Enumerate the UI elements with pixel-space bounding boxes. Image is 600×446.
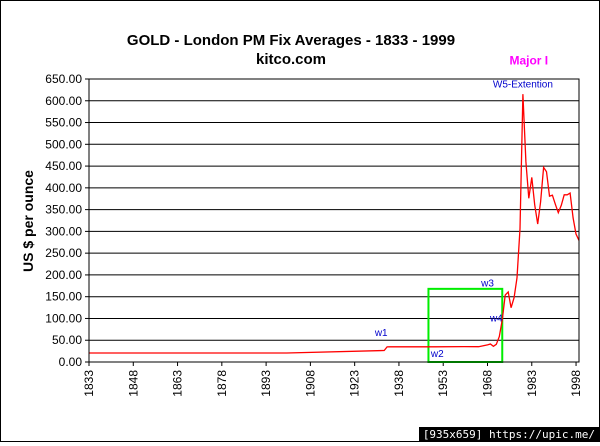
chart-subtitle: kitco.com [256, 51, 326, 68]
x-tick-label: 1893 [259, 370, 273, 397]
x-tick-label: 1863 [171, 370, 185, 397]
annotation-label: Major I [509, 54, 548, 68]
y-tick-label: 400.00 [45, 181, 82, 195]
series-layer [89, 94, 580, 354]
y-tick-label: 550.00 [45, 116, 82, 130]
annotation-label: W5-Extention [493, 80, 553, 91]
grid-lines [89, 78, 579, 363]
x-tick-label: 1908 [303, 370, 317, 397]
axes [88, 78, 580, 363]
y-tick-label: 600.00 [45, 94, 82, 108]
x-tick-label: 1938 [392, 370, 406, 397]
image-host-footer: [935x659] https://upic.me/ [418, 427, 599, 442]
x-tick-label: 1833 [82, 370, 96, 397]
annotation-label: w3 [480, 279, 494, 290]
annotation-label: w2 [430, 349, 444, 360]
annotation-label: w1 [374, 328, 388, 339]
annotation-label: w4 [489, 314, 503, 325]
y-axis-label: US $ per ounce [20, 170, 36, 272]
y-tick-label: 200.00 [45, 268, 82, 282]
plot-area-border [88, 78, 580, 363]
y-tick-label: 250.00 [45, 246, 82, 260]
y-axis-ticks: 0.00 50.00 100.00 150.00 200.00 250.00 300.00 3… [45, 72, 89, 369]
annotation-layer: Major I W5-Extention w1 w2 w3 w4 [374, 54, 553, 360]
x-tick-label: 1983 [525, 370, 539, 397]
y-tick-label: 350.00 [45, 203, 82, 217]
x-tick-label: 1878 [215, 370, 229, 397]
y-tick-label: 500.00 [45, 137, 82, 151]
x-tick-label: 1923 [348, 370, 362, 397]
y-tick-label: 650.00 [45, 72, 82, 86]
x-tick-label: 1848 [126, 370, 140, 397]
x-tick-label: 1953 [436, 370, 450, 397]
x-axis-ticks: 1833 1848 1863 1878 1893 1908 1923 1938 1953 1968… [82, 362, 583, 397]
series-line-gold [89, 94, 580, 354]
chart-title: GOLD - London PM Fix Averages - 1833 - 1… [127, 32, 455, 49]
y-tick-label: 450.00 [45, 159, 82, 173]
x-tick-label: 1968 [480, 370, 494, 397]
y-tick-label: 100.00 [45, 311, 82, 325]
y-tick-label: 300.00 [45, 224, 82, 238]
y-tick-label: 150.00 [45, 290, 82, 304]
x-tick-label: 1998 [569, 370, 583, 397]
y-tick-label: 0.00 [59, 355, 83, 369]
y-tick-label: 50.00 [52, 333, 82, 347]
